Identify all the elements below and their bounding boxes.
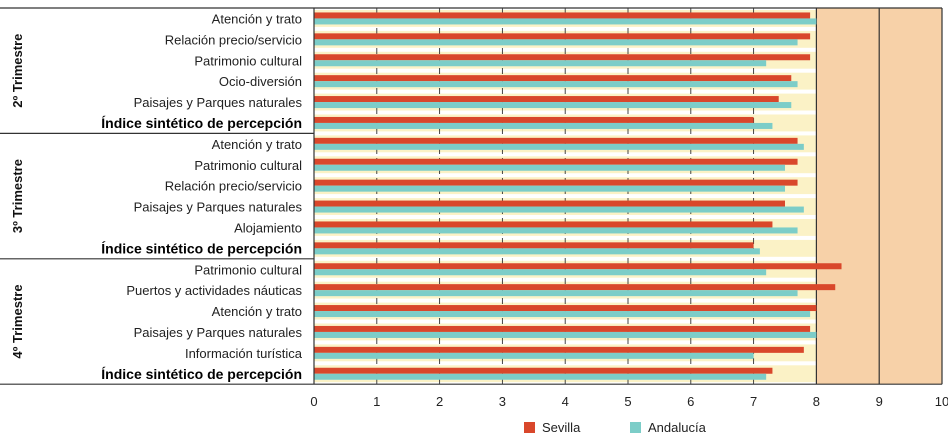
bar-sevilla bbox=[314, 96, 779, 103]
x-tick-label: 7 bbox=[750, 394, 757, 409]
bar-sevilla bbox=[314, 12, 811, 19]
bar-andalucia bbox=[314, 185, 785, 192]
bar-andalucia bbox=[314, 18, 817, 25]
category-label: Patrimonio cultural bbox=[194, 53, 302, 68]
bar-sevilla bbox=[314, 367, 773, 374]
x-tick-label: 10 bbox=[935, 394, 948, 409]
category-label: Paisajes y Parques naturales bbox=[134, 325, 303, 340]
bar-sevilla bbox=[314, 263, 842, 270]
bar-sevilla bbox=[314, 284, 836, 291]
category-label: Puertos y actividades náuticas bbox=[126, 283, 302, 298]
bar-andalucia bbox=[314, 164, 785, 171]
bar-andalucia bbox=[314, 227, 798, 234]
bar-sevilla bbox=[314, 346, 804, 353]
bar-andalucia bbox=[314, 331, 817, 338]
legend-swatch-sevilla bbox=[524, 422, 535, 433]
category-label: Relación precio/servicio bbox=[165, 32, 302, 47]
x-tick-label: 1 bbox=[373, 394, 380, 409]
bar-andalucia bbox=[314, 60, 767, 67]
bar-sevilla bbox=[314, 242, 754, 249]
category-label: Índice sintético de percepción bbox=[101, 366, 302, 382]
bar-andalucia bbox=[314, 352, 754, 359]
bar-sevilla bbox=[314, 158, 798, 165]
bar-sevilla bbox=[314, 305, 817, 312]
bar-andalucia bbox=[314, 269, 767, 276]
bar-andalucia bbox=[314, 102, 792, 109]
category-label: Atención y trato bbox=[212, 11, 302, 26]
category-label: Atención y trato bbox=[212, 137, 302, 152]
category-label: Paisajes y Parques naturales bbox=[134, 200, 303, 215]
x-tick-label: 6 bbox=[687, 394, 694, 409]
bar-sevilla bbox=[314, 116, 754, 123]
bar-sevilla bbox=[314, 33, 811, 40]
bar-andalucia bbox=[314, 81, 798, 88]
category-label: Índice sintético de percepción bbox=[101, 240, 302, 256]
group-label: 4º Trimestre bbox=[10, 284, 25, 358]
category-label: Relación precio/servicio bbox=[165, 179, 302, 194]
bar-andalucia bbox=[314, 248, 760, 255]
category-label: Ocio-diversión bbox=[219, 74, 302, 89]
bar-andalucia bbox=[314, 290, 798, 297]
bar-sevilla bbox=[314, 200, 785, 207]
x-tick-label: 8 bbox=[813, 394, 820, 409]
bar-sevilla bbox=[314, 221, 773, 228]
category-label: Atención y trato bbox=[212, 304, 302, 319]
x-tick-label: 2 bbox=[436, 394, 443, 409]
group-label: 3º Trimestre bbox=[10, 159, 25, 233]
bar-andalucia bbox=[314, 206, 804, 213]
legend-swatch-andalucia bbox=[630, 422, 641, 433]
bar-andalucia bbox=[314, 122, 773, 129]
category-label: Patrimonio cultural bbox=[194, 262, 302, 277]
category-label: Alojamiento bbox=[234, 220, 302, 235]
bar-andalucia bbox=[314, 373, 767, 380]
x-tick-label: 9 bbox=[876, 394, 883, 409]
bar-sevilla bbox=[314, 54, 811, 61]
legend-label: Andalucía bbox=[648, 420, 707, 435]
bar-sevilla bbox=[314, 179, 798, 186]
category-label: Índice sintético de percepción bbox=[101, 115, 302, 131]
bar-sevilla bbox=[314, 325, 811, 332]
bar-andalucia bbox=[314, 143, 804, 150]
x-tick-label: 4 bbox=[562, 394, 569, 409]
x-tick-label: 0 bbox=[310, 394, 317, 409]
category-label: Paisajes y Parques naturales bbox=[134, 95, 303, 110]
x-tick-label: 5 bbox=[624, 394, 631, 409]
bar-sevilla bbox=[314, 75, 792, 82]
bar-andalucia bbox=[314, 39, 798, 46]
group-label: 2º Trimestre bbox=[10, 34, 25, 108]
bar-andalucia bbox=[314, 311, 811, 318]
category-label: Patrimonio cultural bbox=[194, 158, 302, 173]
x-tick-label: 3 bbox=[499, 394, 506, 409]
legend-label: Sevilla bbox=[542, 420, 581, 435]
category-label: Información turística bbox=[185, 346, 303, 361]
bar-sevilla bbox=[314, 137, 798, 144]
